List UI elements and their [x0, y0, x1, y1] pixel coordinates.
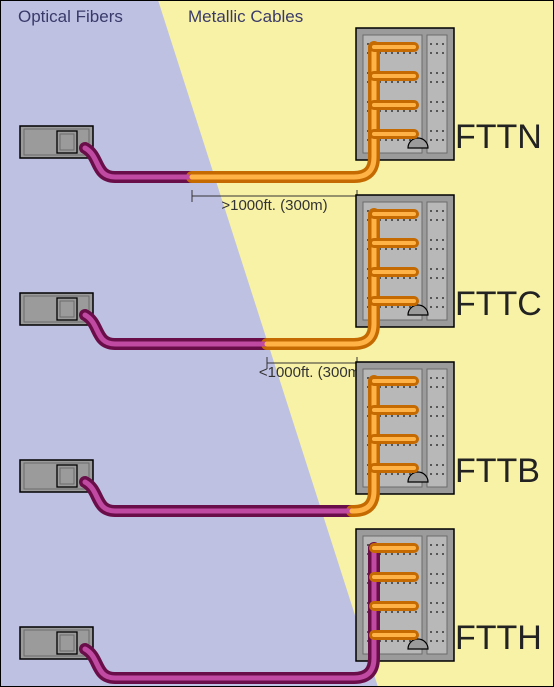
label-optical-fibers: Optical Fibers: [18, 7, 123, 26]
dimension-label: <1000ft. (300m): [259, 364, 365, 381]
dimension-label: >1000ft. (300m): [221, 197, 327, 214]
row-label: FTTC: [455, 285, 542, 323]
label-metallic-cables: Metallic Cables: [188, 7, 303, 26]
row-label: FTTH: [455, 619, 542, 657]
row-label: FTTB: [455, 452, 540, 490]
row-label: FTTN: [455, 118, 542, 156]
